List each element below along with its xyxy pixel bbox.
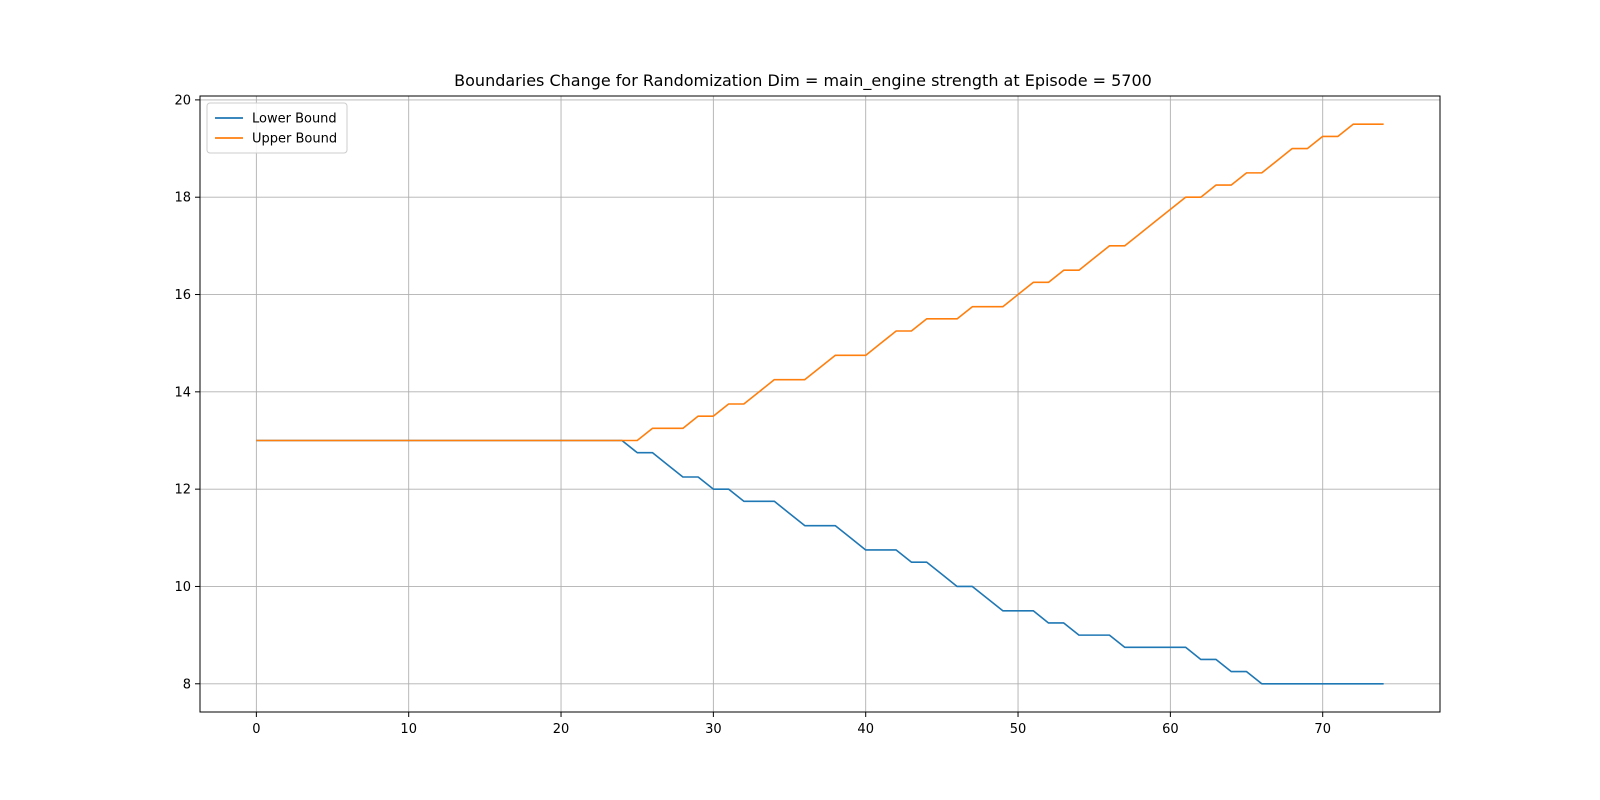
legend-label: Upper Bound [252, 132, 337, 147]
x-tick-label: 0 [252, 722, 260, 737]
series-line-upper-bound [256, 123, 1384, 442]
x-tick-label: 40 [857, 722, 874, 737]
x-tick-label: 70 [1314, 722, 1331, 737]
x-tick-label: 50 [1010, 722, 1027, 737]
y-tick-label: 18 [174, 191, 191, 206]
chart-title: Boundaries Change for Randomization Dim … [454, 71, 1152, 91]
plot-frame [199, 95, 1441, 713]
axis-ticks: 0 10 20 30 40 50 60 70 8 10 12 14 16 18 20 [174, 93, 1331, 737]
legend-box [206, 102, 348, 154]
x-tick-label: 30 [705, 722, 722, 737]
y-tick-label: 20 [174, 93, 191, 108]
x-tick-label: 10 [400, 722, 417, 737]
x-tick-label: 60 [1162, 722, 1179, 737]
y-tick-label: 10 [174, 580, 191, 595]
x-tick-label: 20 [553, 722, 570, 737]
series-line-lower-bound [256, 439, 1384, 685]
y-tick-label: 14 [174, 385, 191, 400]
y-tick-label: 16 [174, 288, 191, 303]
grid [200, 96, 1440, 712]
legend-label: Lower Bound [252, 112, 337, 127]
legend: Lower Bound Upper Bound [206, 102, 348, 154]
y-tick-label: 12 [174, 483, 191, 498]
y-tick-label: 8 [183, 677, 191, 692]
series-layer [256, 123, 1384, 685]
